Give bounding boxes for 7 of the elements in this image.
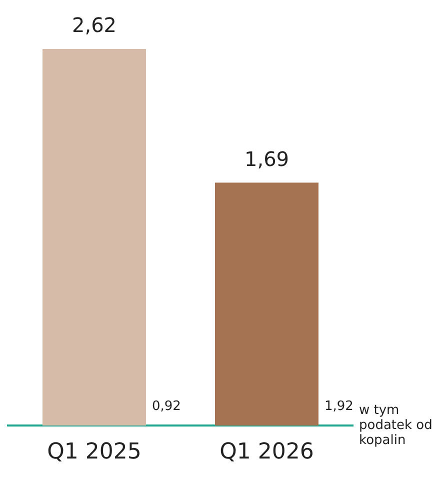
text: w tym podatek od kopalin [359, 402, 432, 448]
annotation: 0,92 [152, 398, 181, 414]
annotation: 1,92 [324, 398, 354, 414]
data-label: 2,62 [72, 13, 117, 38]
data-label: 1,69 [244, 146, 290, 171]
x-tick-label: Q1 2025 [47, 440, 142, 465]
x-tick-label: Q1 2026 [220, 440, 314, 465]
